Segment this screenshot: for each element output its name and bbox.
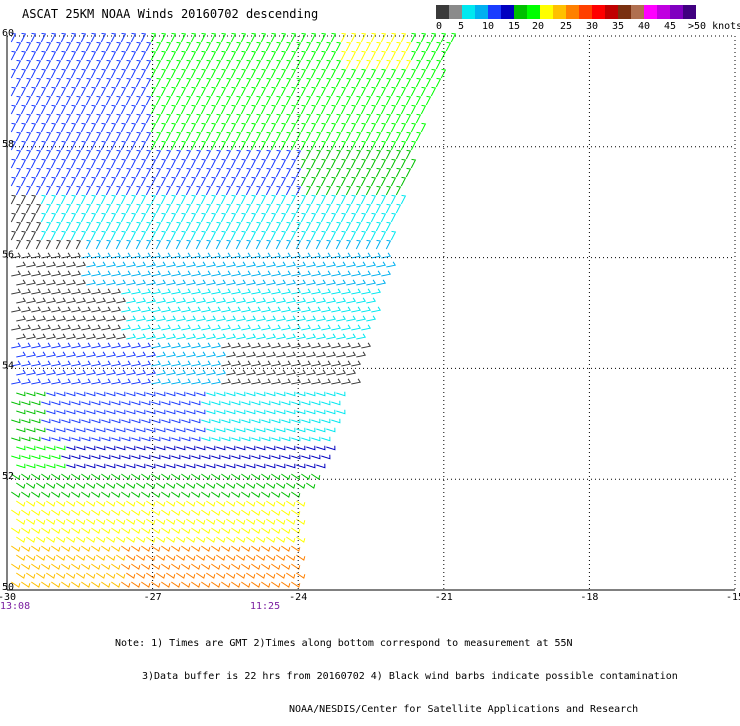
scale-swatch-4 [488, 5, 501, 19]
scale-swatch-11 [579, 5, 592, 19]
scale-label-8: 40 [638, 21, 651, 32]
wind-speed-scale-labels: 0 5 10 15 20 25 30 35 40 45 >50 knots [436, 21, 740, 35]
scale-swatch-8 [540, 5, 553, 19]
scale-label-4: 20 [532, 21, 545, 32]
scale-swatch-6 [514, 5, 527, 19]
lon-label: -18 [580, 592, 598, 603]
scale-swatch-19 [683, 5, 696, 19]
scale-label-5: 25 [560, 21, 573, 32]
scale-swatch-17 [657, 5, 670, 19]
pass-time-mid: 11:25 [250, 601, 280, 612]
wind-barb-group [11, 149, 417, 498]
scale-swatch-15 [631, 5, 644, 19]
scale-swatch-14 [618, 5, 631, 19]
lon-label: -15 [726, 592, 740, 603]
lon-label: -27 [144, 592, 162, 603]
scale-swatch-5 [501, 5, 514, 19]
wind-barb-group [10, 32, 302, 442]
lon-label: -24 [289, 592, 307, 603]
scale-label-10: >50 knots [688, 21, 740, 32]
pass-time-left: 13:08 [0, 601, 30, 612]
lat-label: 58 [2, 139, 14, 150]
wind-barb-group [61, 445, 336, 469]
note-line-3: NOAA/NESDIS/Center for Satellite Applica… [289, 704, 639, 715]
lon-label: -30 [0, 592, 16, 603]
wind-barb-group [11, 32, 457, 469]
lon-label: -21 [435, 592, 453, 603]
scale-label-0: 0 [436, 21, 443, 32]
scale-swatch-12 [592, 5, 605, 19]
lat-label: 60 [2, 28, 14, 39]
footnotes: Note: 1) Times are GMT 2)Times along bot… [115, 616, 678, 726]
lat-label: 52 [2, 471, 14, 482]
wind-barb-group [121, 545, 306, 588]
scale-swatch-16 [644, 5, 657, 19]
wind-barb-group [11, 32, 412, 543]
scale-swatch-10 [566, 5, 579, 19]
wind-barb-group [81, 239, 397, 385]
scale-label-3: 15 [508, 21, 521, 32]
map-title: ASCAT 25KM NOAA Winds 20160702 descendin… [22, 7, 319, 21]
scale-swatch-0 [436, 5, 449, 19]
scale-swatch-2 [462, 5, 475, 19]
scale-label-7: 35 [612, 21, 625, 32]
note-line-2: 3)Data buffer is 22 hrs from 20160702 4)… [142, 671, 678, 682]
wind-barb-map: -30 -27 -24 -21 -18 -15 60 58 56 54 52 50 13:08 11:25 [0, 28, 740, 612]
note-line-1: Note: 1) Times are GMT 2)Times along bot… [115, 638, 573, 649]
wind-barb-group [10, 194, 372, 385]
scale-swatch-13 [605, 5, 618, 19]
scale-swatch-3 [475, 5, 488, 19]
scale-swatch-18 [670, 5, 683, 19]
scale-swatch-1 [449, 5, 462, 19]
lat-label: 54 [2, 360, 14, 371]
wind-barbs-layer [10, 32, 457, 588]
lat-label: 50 [2, 582, 14, 593]
scale-label-6: 30 [586, 21, 599, 32]
map-frame [6, 36, 735, 591]
scale-label-1: 5 [458, 21, 465, 32]
wind-barb-group [11, 545, 126, 588]
scale-label-2: 10 [482, 21, 495, 32]
axis-labels: -30 -27 -24 -21 -18 -15 60 58 56 54 52 50 13:08 11:25 [0, 28, 740, 612]
wind-speed-color-scale [436, 5, 696, 19]
lat-label: 56 [2, 250, 14, 261]
wind-barb-group [40, 194, 407, 442]
scale-label-9: 45 [664, 21, 677, 32]
lat-lon-grid [7, 35, 736, 590]
scale-swatch-7 [527, 5, 540, 19]
scale-swatch-9 [553, 5, 566, 19]
